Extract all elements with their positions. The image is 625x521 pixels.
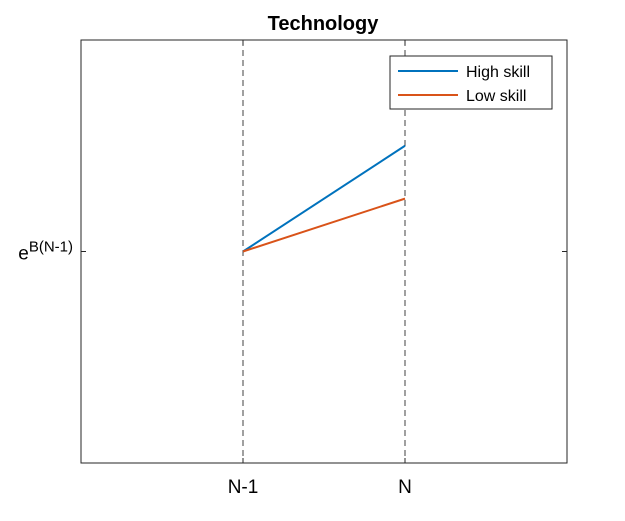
legend-label-high-skill: High skill <box>466 64 530 81</box>
plot-area <box>242 40 406 463</box>
x-tick-label: N-1 <box>228 477 259 498</box>
legend-box <box>389 55 553 110</box>
x-tick-label: N <box>398 477 412 498</box>
axes: N-1 NeB(N-1) <box>18 39 568 498</box>
chart-title: Technology <box>268 13 380 35</box>
series-line-low-skill <box>242 197 406 253</box>
legend: High skill Low skill <box>389 55 553 110</box>
legend-label-low-skill: Low skill <box>466 88 526 105</box>
y-tick-label: eB(N-1) <box>18 239 73 265</box>
series-line-high-skill <box>242 144 406 253</box>
legend-entries: High skill Low skill <box>398 64 530 105</box>
